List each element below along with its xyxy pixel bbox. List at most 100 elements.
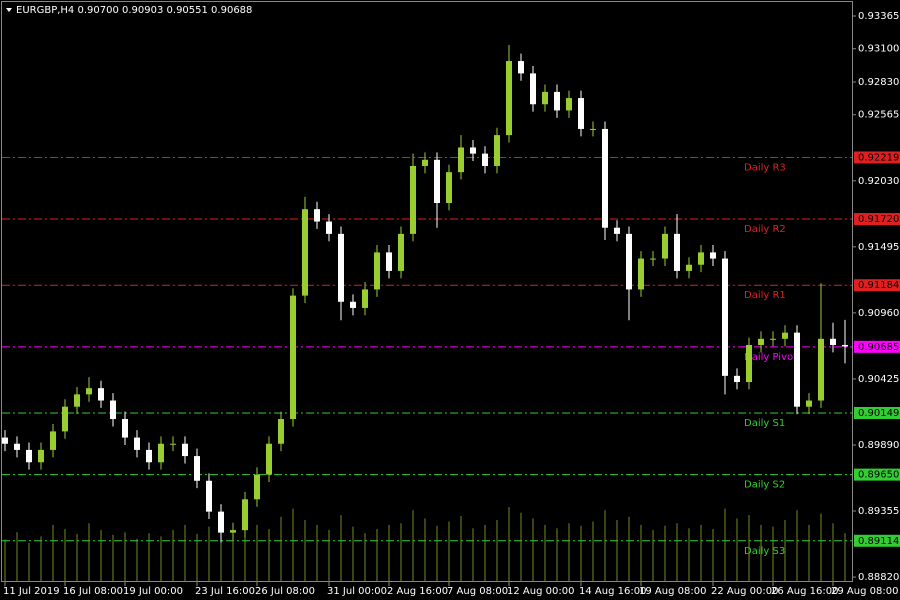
x-tick-label: 19 Jul 00:00: [123, 586, 183, 597]
plot-frame: [1, 1, 853, 582]
candle-body: [494, 135, 500, 166]
candle-body: [662, 233, 668, 259]
candle-body: [302, 209, 308, 296]
candle-body: [470, 147, 476, 154]
candle-body: [650, 258, 656, 260]
candle-body: [218, 511, 224, 533]
candle-body: [554, 91, 560, 111]
level-price-box: [854, 340, 900, 353]
candle-body: [314, 209, 320, 222]
candle-body: [134, 437, 140, 450]
candle-body: [578, 98, 584, 129]
candle-body: [830, 338, 836, 345]
level-price: 0.90149: [858, 408, 899, 419]
candle-body: [710, 252, 716, 259]
x-tick-label: 11 Jul 2019: [3, 586, 60, 597]
level-price-box: [854, 151, 900, 164]
candle-body: [698, 252, 704, 265]
candle-body: [50, 431, 56, 450]
candle-body: [158, 443, 164, 463]
candle-body: [110, 400, 116, 420]
candle-body: [626, 233, 632, 290]
candle-body: [506, 61, 512, 136]
level-price-box: [854, 406, 900, 419]
candle-body: [422, 159, 428, 166]
y-tick-label: 0.92565: [858, 110, 899, 121]
candle-body: [230, 530, 236, 533]
x-tick-label: 16 Jul 08:00: [63, 586, 123, 597]
candle-body: [2, 437, 8, 444]
candle-body: [266, 443, 272, 475]
candle-body: [770, 338, 776, 340]
menu-arrow[interactable]: [6, 8, 12, 12]
x-tick-label: 29 Aug 08:00: [831, 586, 898, 597]
level-price: 0.91720: [858, 214, 899, 225]
level-name: Daily R2: [744, 224, 786, 235]
candle-body: [686, 264, 692, 271]
candle-body: [242, 499, 248, 531]
x-tick-label: 26 Aug 16:00: [771, 586, 838, 597]
candle-body: [14, 443, 20, 450]
x-tick-label: 12 Aug 00:00: [507, 586, 574, 597]
x-tick-label: 31 Jul 00:00: [327, 586, 387, 597]
y-tick-label: 0.93365: [858, 11, 899, 22]
level-price: 0.90685: [858, 342, 899, 353]
candle-body: [278, 419, 284, 444]
level-name: Daily Pivot: [744, 352, 797, 363]
candle-body: [386, 252, 392, 271]
level-price: 0.92219: [858, 152, 899, 163]
level-price-box: [854, 279, 900, 292]
candle-body: [458, 147, 464, 173]
x-tick-label: 22 Aug 00:00: [711, 586, 778, 597]
x-tick-label: 23 Jul 16:00: [195, 586, 255, 597]
x-tick-label: 19 Aug 08:00: [639, 586, 706, 597]
y-tick-label: 0.93100: [858, 44, 899, 55]
candle-body: [446, 172, 452, 204]
candle-body: [794, 332, 800, 407]
level-price-box: [854, 534, 900, 547]
candle-body: [254, 474, 260, 500]
y-tick-label: 0.91495: [858, 242, 899, 253]
candle-body: [602, 128, 608, 228]
level-price-box: [854, 468, 900, 481]
candle-body: [374, 252, 380, 290]
candle-body: [566, 98, 572, 111]
candle-body: [410, 165, 416, 234]
candle-body: [290, 295, 296, 420]
chart-title: EURGBP,H4 0.90700 0.90903 0.90551 0.9068…: [16, 5, 252, 16]
candle-body: [758, 338, 764, 345]
candle-body: [86, 388, 92, 395]
candle-body: [530, 73, 536, 105]
candle-body: [350, 301, 356, 308]
x-tick-label: 14 Aug 16:00: [579, 586, 646, 597]
level-price: 0.89114: [858, 536, 899, 547]
x-tick-label: 26 Jul 08:00: [255, 586, 315, 597]
candle-body: [722, 258, 728, 376]
candle-body: [746, 344, 752, 383]
y-tick-label: 0.92830: [858, 77, 899, 88]
candle-body: [590, 128, 596, 130]
candle-body: [26, 449, 32, 463]
level-price-box: [854, 213, 900, 226]
candle-body: [806, 400, 812, 407]
candle-body: [182, 443, 188, 457]
candle-body: [842, 344, 848, 347]
y-tick-label: 0.92030: [858, 176, 899, 187]
y-tick-label: 0.89355: [858, 506, 899, 517]
level-name: Daily S3: [744, 546, 785, 557]
candle-body: [206, 480, 212, 512]
candle-body: [362, 289, 368, 308]
candle-body: [338, 233, 344, 302]
level-price: 0.89650: [858, 470, 899, 481]
candle-body: [638, 258, 644, 290]
candle-body: [122, 419, 128, 438]
candle-body: [38, 449, 44, 463]
candle-body: [674, 233, 680, 271]
candle-body: [98, 388, 104, 401]
x-tick-label: 2 Aug 16:00: [387, 586, 448, 597]
candle-body: [818, 338, 824, 401]
level-name: Daily S1: [744, 418, 785, 429]
candle-body: [518, 61, 524, 74]
